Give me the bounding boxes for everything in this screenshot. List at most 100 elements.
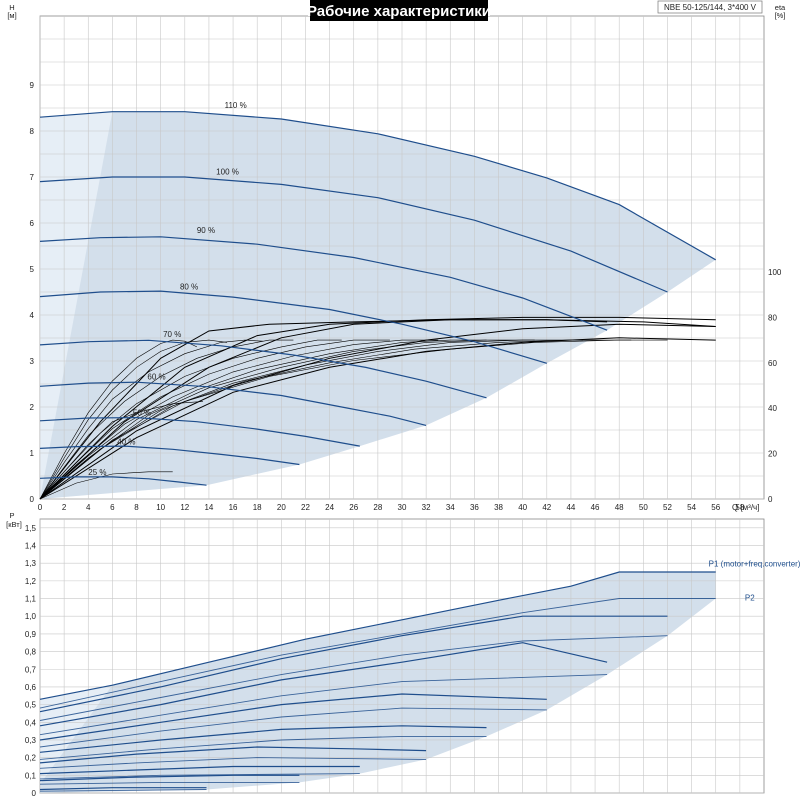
- p2-curve: [39, 789, 207, 792]
- head-y-tick-label: 2: [30, 403, 35, 412]
- speed-curve-label: 50 %: [133, 408, 151, 417]
- p1-curve: [39, 765, 360, 775]
- power-y-tick-label: 1,4: [25, 542, 37, 551]
- head-x-tick-label: 48: [615, 503, 624, 512]
- speed-curve-label: 110 %: [225, 101, 247, 110]
- head-x-tick-label: 22: [301, 503, 310, 512]
- head-x-tick-label: 4: [86, 503, 91, 512]
- power-y-tick-label: 0: [32, 789, 37, 798]
- p1-curve: [39, 615, 668, 713]
- eta-curve: [39, 339, 294, 500]
- head-x-tick-label: 58: [735, 503, 744, 512]
- head-y-tick-label: 1: [30, 449, 35, 458]
- eta-curve: [39, 339, 228, 500]
- speed-curve-label: 90 %: [197, 226, 215, 235]
- head-x-tick-label: 10: [156, 503, 165, 512]
- head-x-tick-label: 38: [494, 503, 503, 512]
- eta-y-tick-label: 100: [768, 268, 782, 277]
- eta-curve: [39, 319, 716, 500]
- head-x-tick-label: 52: [663, 503, 672, 512]
- head-y-tick-label: 6: [30, 219, 35, 228]
- p2-curve: [39, 735, 487, 760]
- power-y-tick-label: 0,1: [25, 771, 37, 780]
- eta-curve: [39, 337, 716, 500]
- speed-curve: [39, 339, 487, 399]
- eta-axis-label: eta: [775, 3, 786, 12]
- speed-curve-label: 40 %: [117, 438, 135, 447]
- speed-curve: [39, 476, 207, 486]
- speed-curve-label: 60 %: [147, 372, 165, 381]
- head-x-tick-label: 2: [62, 503, 67, 512]
- chart-title: Рабочие характеристики: [307, 3, 491, 20]
- speed-curve: [39, 445, 300, 466]
- head-x-tick-label: 54: [687, 503, 696, 512]
- head-x-tick-label: 28: [373, 503, 382, 512]
- power-y-tick-label: 0,2: [25, 754, 37, 763]
- head-x-tick-label: 20: [277, 503, 286, 512]
- head-y-tick-label: 5: [30, 265, 35, 274]
- low-flow-region: [40, 111, 113, 500]
- eta-curve: [39, 339, 264, 500]
- p2-curve: [39, 773, 360, 780]
- p1-curve: [39, 746, 427, 764]
- speed-curve: [39, 236, 608, 331]
- speed-curve: [39, 290, 547, 364]
- head-x-tick-label: 6: [110, 503, 115, 512]
- power-y-tick-label: 0,9: [25, 630, 37, 639]
- head-y-tick-label: 4: [30, 311, 35, 320]
- eta-curve: [39, 339, 668, 500]
- power-y-tick-label: 0,3: [25, 736, 37, 745]
- eta-curve: [39, 339, 342, 500]
- power-y-tick-label: 0,4: [25, 718, 37, 727]
- p1-curve: [39, 642, 608, 727]
- head-x-tick-label: 36: [470, 503, 479, 512]
- p2-curve: [39, 757, 427, 769]
- head-x-tick-label: 26: [349, 503, 358, 512]
- head-y-tick-label: 0: [30, 495, 35, 504]
- p2-curve: [39, 635, 668, 721]
- speed-curve: [39, 111, 716, 261]
- speed-curve: [39, 416, 360, 447]
- power-y-tick-label: 1,1: [25, 595, 37, 604]
- head-x-tick-label: 56: [711, 503, 720, 512]
- eta-curve: [39, 471, 173, 500]
- chart-title-box: [310, 0, 488, 21]
- p1-curve: [39, 787, 207, 791]
- eta-curve: [39, 401, 203, 500]
- model-label: NBE 50-125/144, 3*400 V: [664, 3, 757, 12]
- speed-curve-label: 100 %: [216, 168, 239, 177]
- head-x-tick-label: 44: [566, 503, 575, 512]
- power-y-tick-label: 1,3: [25, 559, 37, 568]
- p2-curve: [39, 674, 608, 736]
- power-y-tick-label: 1,0: [25, 612, 37, 621]
- power-y-tick-label: 0,8: [25, 648, 37, 657]
- eta-y-tick-label: 60: [768, 359, 777, 368]
- head-x-tick-label: 0: [38, 503, 43, 512]
- p2-series-label: P2: [745, 593, 755, 602]
- speed-curve: [39, 176, 668, 293]
- power-y-axis-label: P: [9, 511, 14, 520]
- eta-y-tick-label: 80: [768, 313, 777, 322]
- power-y-tick-label: 1,5: [25, 524, 37, 533]
- speed-curve: [39, 381, 427, 426]
- p1-curve: [39, 774, 300, 782]
- head-x-tick-label: 50: [639, 503, 648, 512]
- head-x-tick-label: 24: [325, 503, 334, 512]
- eta-y-tick-label: 0: [768, 495, 773, 504]
- eta-curve: [39, 319, 608, 500]
- head-y-tick-label: 7: [30, 173, 35, 182]
- p2-curve: [39, 598, 716, 709]
- head-x-tick-label: 40: [518, 503, 527, 512]
- head-x-tick-label: 14: [204, 503, 213, 512]
- power-y-tick-label: 0,6: [25, 683, 37, 692]
- power-y-axis-unit: [кВт]: [6, 520, 22, 529]
- head-y-tick-label: 3: [30, 357, 35, 366]
- head-x-tick-label: 8: [134, 503, 139, 512]
- eta-curve: [39, 323, 716, 500]
- head-x-tick-label: 46: [591, 503, 600, 512]
- power-y-tick-label: 1,2: [25, 577, 37, 586]
- eta-y-tick-label: 20: [768, 450, 777, 459]
- eta-y-tick-label: 40: [768, 404, 777, 413]
- eta-curve: [39, 339, 198, 500]
